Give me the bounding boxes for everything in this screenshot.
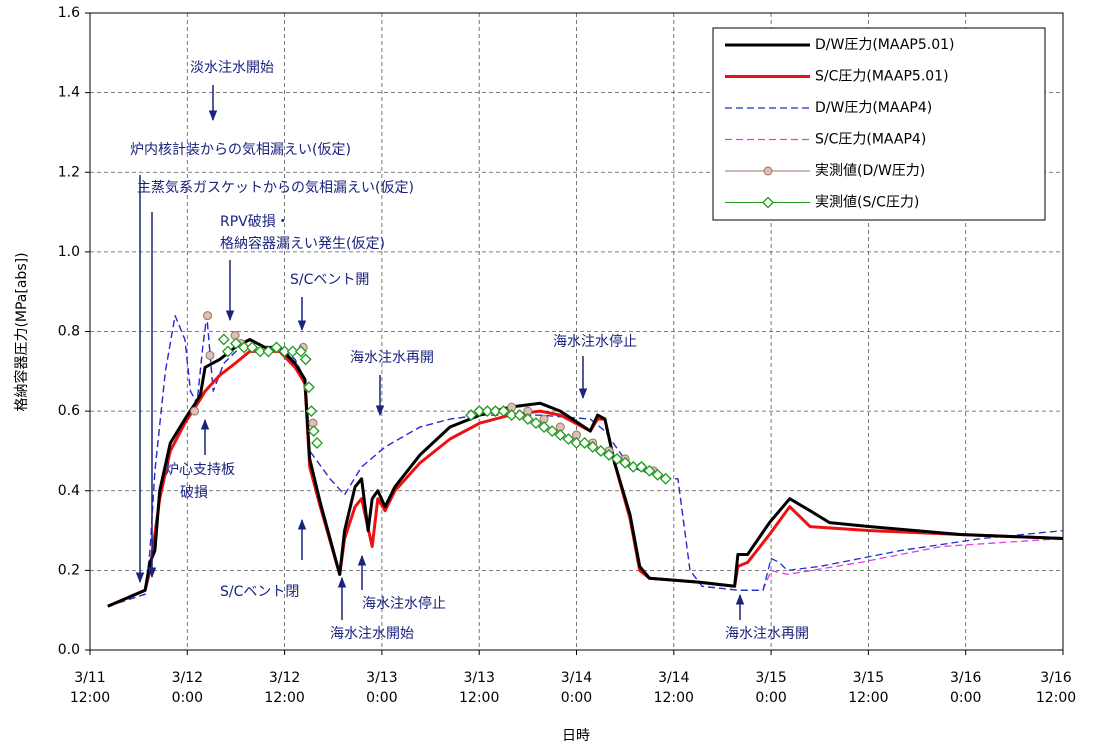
x-tick-label: 3/11 12:00	[69, 670, 111, 706]
x-tick-label: 3/12 0:00	[171, 670, 204, 706]
data-point	[513, 409, 526, 422]
legend-box	[712, 27, 1046, 221]
legend-label: S/C圧力(MAAP4)	[815, 132, 926, 148]
data-point	[465, 409, 478, 422]
plot-frame	[89, 12, 1064, 651]
legend: D/W圧力(MAAP5.01) S/C圧力(MAAP5.01) D/W圧力(MAAP…	[712, 27, 1046, 221]
x-tick-label: 3/16 0:00	[949, 670, 982, 706]
y-tick-label: 1.4	[58, 85, 80, 101]
annotation: 海水注水開始	[330, 626, 414, 642]
data-point	[570, 437, 583, 449]
data-point	[530, 417, 542, 429]
data-point	[521, 413, 534, 426]
data-point	[286, 345, 299, 358]
data-point	[311, 437, 323, 449]
data-point	[762, 196, 774, 209]
x-tick-label: 3/14 12:00	[653, 670, 694, 706]
data-point	[594, 445, 607, 457]
annotation: 淡水注水開始	[190, 60, 274, 76]
data-point	[603, 448, 615, 461]
annotation: 海水注水停止	[553, 333, 637, 350]
data-point	[554, 429, 567, 441]
x-tick-label: 3/14 0:00	[560, 670, 593, 706]
data-point	[562, 433, 575, 445]
data-point	[238, 341, 250, 354]
annotation: RPV破損・	[220, 214, 290, 230]
data-point	[497, 405, 510, 418]
data-point	[230, 330, 240, 340]
x-tick-label: 3/15 0:00	[755, 670, 787, 706]
data-point	[205, 350, 215, 360]
data-point	[278, 345, 291, 358]
y-tick-label: 0.2	[58, 562, 80, 578]
data-point	[635, 460, 648, 473]
legend-label: S/C圧力(MAAP5.01)	[815, 69, 949, 85]
data-point	[203, 311, 213, 321]
data-line	[107, 338, 1064, 608]
annotation: S/Cベント閉	[220, 584, 299, 600]
data-point	[294, 345, 307, 358]
y-tick-label: 0.8	[58, 324, 80, 340]
y-tick-label: 1.0	[58, 244, 80, 260]
data-point	[538, 421, 550, 433]
data-point	[643, 464, 656, 477]
data-point	[651, 468, 664, 481]
annotation: 破損	[180, 485, 208, 501]
data-point	[230, 337, 242, 350]
y-axis-label: 格納容器圧力(MPa[abs])	[13, 252, 30, 411]
y-tick-label: 0.4	[58, 483, 80, 499]
x-tick-label: 3/15 12:00	[848, 670, 889, 706]
data-point	[586, 441, 599, 453]
data-point	[190, 406, 200, 416]
data-point	[611, 452, 623, 465]
data-point	[254, 345, 267, 358]
x-axis-label: 日時	[562, 728, 590, 744]
legend-label: D/W圧力(MAAP5.01)	[815, 37, 955, 53]
data-point	[473, 405, 486, 418]
data-point	[270, 341, 283, 354]
data-point	[578, 437, 591, 449]
data-point	[489, 405, 502, 418]
data-point	[262, 345, 275, 358]
data-point	[763, 166, 773, 176]
y-tick-label: 0.0	[58, 642, 80, 658]
data-point	[221, 345, 234, 358]
x-tick-label: 3/12 12:00	[264, 670, 305, 706]
data-line	[107, 314, 1064, 607]
data-point	[659, 472, 672, 485]
data-point	[299, 353, 312, 366]
data-point	[305, 405, 318, 418]
annotation: 海水注水再開	[725, 626, 809, 642]
data-point	[303, 381, 315, 394]
data-point	[619, 456, 632, 469]
x-tick-label: 3/16 12:00	[1035, 670, 1077, 706]
data-point	[307, 425, 320, 437]
annotation: 海水注水停止	[362, 595, 446, 612]
legend-label: 実測値(D/W圧力)	[815, 163, 925, 179]
annotation: 炉心支持板	[165, 462, 235, 478]
y-tick-label: 1.6	[58, 5, 80, 21]
annotation: 海水注水再開	[350, 350, 434, 366]
annotation: S/Cベント開	[290, 272, 369, 288]
x-tick-label: 3/13 0:00	[366, 670, 398, 706]
x-tick-label: 3/13 12:00	[459, 670, 500, 706]
annotation: 炉内核計装からの気相漏えい(仮定)	[130, 142, 351, 158]
annotation: 格納容器漏えい発生(仮定)	[220, 235, 385, 252]
y-tick-label: 1.2	[58, 164, 80, 180]
data-point	[481, 405, 494, 418]
data-point	[627, 460, 640, 473]
data-point	[546, 425, 559, 437]
data-point	[505, 409, 518, 422]
data-point	[246, 341, 259, 354]
legend-label: 実測値(S/C圧力)	[815, 195, 919, 211]
legend-label: D/W圧力(MAAP4)	[815, 100, 932, 116]
y-tick-label: 0.6	[58, 403, 80, 419]
data-point	[308, 418, 318, 428]
annotation: 主蒸気系ガスケットからの気相漏えい(仮定)	[137, 180, 414, 196]
data-point	[217, 333, 230, 346]
